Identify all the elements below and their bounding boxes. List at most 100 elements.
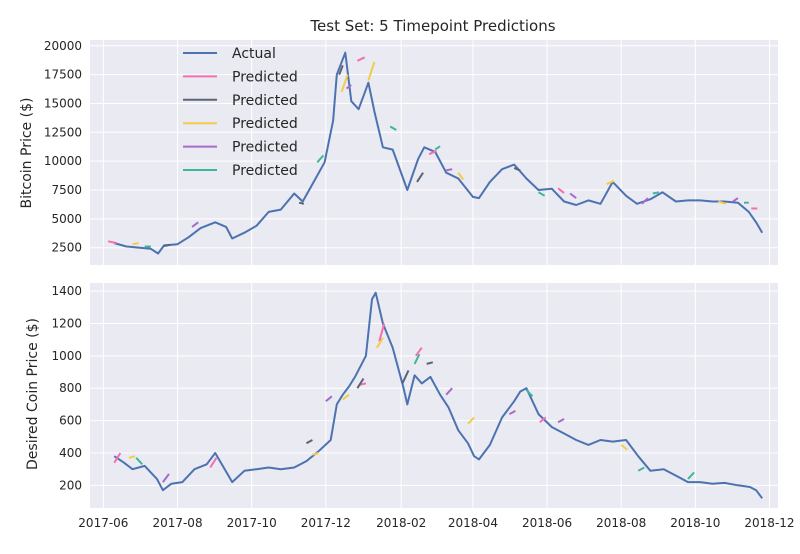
predicted-segment-2	[298, 201, 305, 205]
predicted-segment-5	[389, 125, 397, 131]
predicted-segment-1	[557, 187, 565, 194]
y-tick-label: 1000	[51, 349, 82, 363]
predicted-segment-4	[325, 395, 333, 402]
chart-title: Test Set: 5 Timepoint Predictions	[309, 17, 555, 35]
predicted-segment-3	[312, 452, 319, 456]
x-tick-label: 2018-06	[522, 516, 572, 530]
legend-label: Actual	[232, 46, 276, 62]
predicted-segment-3	[606, 179, 615, 186]
y-tick-label: 20000	[44, 39, 82, 53]
predicted-segment-4	[508, 410, 516, 415]
y-tick-label: 600	[59, 414, 82, 428]
y-tick-label: 800	[59, 381, 82, 395]
y-tick-label: 10000	[44, 154, 82, 168]
predicted-segment-4	[732, 197, 739, 203]
x-tick-label: 2018-10	[670, 516, 720, 530]
actual-series-line	[114, 51, 764, 255]
predicted-segment-1	[414, 347, 423, 357]
predicted-segment-5	[413, 353, 421, 365]
predicted-segment-4	[557, 418, 565, 424]
predicted-segment-3	[457, 172, 465, 181]
predicted-segment-5	[652, 191, 660, 195]
y-tick-label: 400	[59, 446, 82, 460]
predicted-segment-4	[569, 192, 577, 199]
predicted-segment-5	[687, 471, 695, 480]
predicted-segment-4	[191, 221, 199, 228]
x-tick-label: 2018-12	[744, 516, 794, 530]
legend-label: Predicted	[232, 116, 298, 132]
predicted-segment-2	[426, 361, 434, 365]
predicted-segment-1	[378, 323, 386, 342]
predicted-segment-4	[445, 387, 453, 396]
legend-label: Predicted	[232, 163, 298, 179]
predicted-segment-1	[209, 457, 218, 469]
y-tick-label: 7500	[51, 183, 82, 197]
predicted-segment-5	[538, 191, 546, 197]
y-tick-label: 2500	[51, 241, 82, 255]
plot-area-desired-coin	[90, 283, 778, 508]
y-tick-label: 1400	[51, 284, 82, 298]
predicted-segment-3	[128, 455, 136, 459]
predicted-segment-1	[428, 149, 437, 156]
predicted-segment-2	[513, 167, 521, 172]
x-tick-label: 2018-04	[448, 516, 498, 530]
x-tick-labels: 2017-06 2017-08 2017-10 2017-12 2018-02 2018-…	[78, 516, 794, 530]
x-tick-label: 2017-10	[227, 516, 277, 530]
predicted-segment-2	[338, 65, 344, 75]
predicted-segment-3	[467, 416, 475, 425]
predicted-segment-4	[446, 168, 453, 172]
y-tick-label: 17500	[44, 68, 82, 82]
y-tick-label: 1200	[51, 316, 82, 330]
predicted-segment-5	[637, 466, 645, 472]
gridlines-desired-coin	[90, 283, 778, 508]
y-axis-label-bitcoin: Bitcoin Price ($)	[19, 98, 35, 209]
legend-label: Predicted	[232, 93, 298, 109]
predicted-segment-3	[367, 61, 376, 81]
predicted-segment-1	[539, 416, 547, 423]
predicted-segment-3	[620, 444, 628, 451]
predicted-segment-2	[401, 369, 410, 384]
predicted-segment-2	[163, 243, 171, 247]
y-tick-label: 12500	[44, 125, 82, 139]
predicted-segment-2	[416, 172, 424, 183]
x-tick-label: 2018-08	[596, 516, 646, 530]
predicted-segment-4	[162, 473, 170, 483]
predicted-segment-4	[641, 197, 649, 205]
y-tick-labels-desired-coin: 200 400 600 800 1000 1200 1400	[51, 284, 82, 492]
predicted-segment-5	[316, 154, 325, 163]
predicted-segment-1	[107, 240, 117, 245]
x-tick-label: 2017-12	[301, 516, 351, 530]
predicted-segment-4	[345, 84, 352, 90]
actual-series-line	[113, 291, 763, 499]
predicted-segment-3	[132, 242, 139, 246]
legend-label: Predicted	[232, 69, 298, 85]
predicted-segment-3	[718, 200, 727, 205]
series-bitcoin	[107, 51, 764, 255]
predicted-segment-1	[356, 56, 366, 62]
y-tick-label: 200	[59, 478, 82, 492]
predicted-segment-2	[356, 377, 365, 389]
y-axis-label-desired-coin: Desired Coin Price ($)	[25, 318, 41, 470]
y-tick-label: 5000	[51, 212, 82, 226]
x-tick-label: 2018-02	[376, 516, 426, 530]
legend-label: Predicted	[232, 140, 298, 156]
x-tick-label: 2017-08	[152, 516, 202, 530]
predicted-segment-3	[376, 337, 384, 349]
series-desired-coin	[113, 291, 763, 499]
predicted-segment-1	[113, 452, 122, 464]
y-tick-label: 15000	[44, 96, 82, 110]
predicted-segment-3	[342, 393, 350, 401]
subplot-bitcoin: Test Set: 5 Timepoint Predictions 2500 50…	[19, 17, 778, 265]
predicted-segment-5	[135, 457, 144, 465]
predicted-segment-2	[305, 439, 313, 445]
predicted-segment-5	[434, 145, 441, 151]
y-tick-labels-bitcoin: 2500 5000 7500 10000 12500 15000 17500 20000	[44, 39, 82, 255]
legend: Actual Predicted Predicted Predicted Predict…	[183, 46, 298, 179]
predicted-segment-5	[525, 389, 534, 397]
predicted-segment-3	[340, 74, 349, 93]
gridlines-bitcoin	[90, 40, 778, 265]
x-tick-label: 2017-06	[78, 516, 128, 530]
